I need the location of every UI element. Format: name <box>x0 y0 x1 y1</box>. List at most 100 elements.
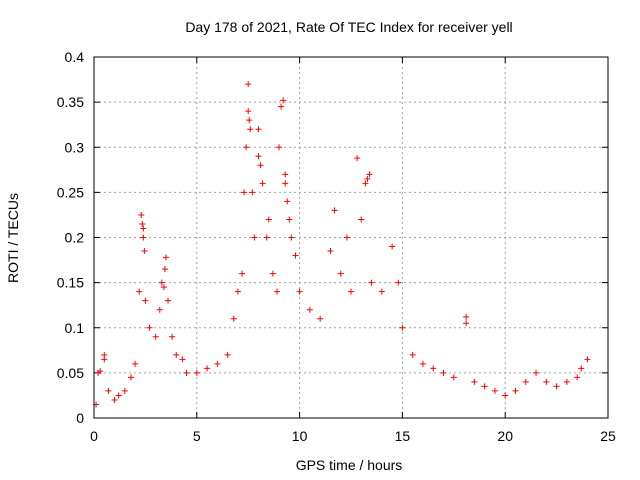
data-point <box>471 378 478 385</box>
y-tick-label: 0.4 <box>65 49 85 65</box>
chart-title: Day 178 of 2021, Rate Of TEC Index for r… <box>185 19 512 35</box>
data-point <box>158 279 165 286</box>
data-point <box>282 180 289 187</box>
data-point <box>259 180 266 187</box>
data-point <box>584 356 591 363</box>
data-point <box>115 392 122 399</box>
data-point <box>239 270 246 277</box>
data-point <box>578 365 585 372</box>
data-point <box>140 225 147 232</box>
data-point <box>278 103 285 110</box>
data-point <box>101 356 108 363</box>
y-tick-label: 0.25 <box>57 184 84 200</box>
data-point <box>146 324 153 331</box>
data-point <box>419 360 426 367</box>
data-point <box>522 378 529 385</box>
data-point <box>366 171 373 178</box>
data-point <box>296 288 303 295</box>
x-tick-label: 25 <box>600 428 616 444</box>
data-point <box>179 356 186 363</box>
data-point <box>430 365 437 372</box>
data-point <box>292 252 299 259</box>
x-tick-label: 10 <box>292 428 308 444</box>
data-point <box>160 284 167 291</box>
data-point <box>121 387 128 394</box>
data-point <box>362 180 369 187</box>
data-point <box>317 315 324 322</box>
data-point <box>249 189 256 196</box>
data-point <box>574 374 581 381</box>
data-point <box>138 211 145 218</box>
data-point <box>273 288 280 295</box>
data-point <box>139 220 146 227</box>
data-point <box>169 333 176 340</box>
data-point <box>463 313 470 320</box>
data-point <box>282 171 289 178</box>
y-tick-label: 0.15 <box>57 275 84 291</box>
data-point <box>257 162 264 169</box>
data-point <box>553 383 560 390</box>
data-point <box>263 234 270 241</box>
data-point <box>132 360 139 367</box>
data-point <box>152 333 159 340</box>
data-point <box>280 97 287 104</box>
data-point <box>140 234 147 241</box>
data-point <box>286 216 293 223</box>
data-point <box>111 396 118 403</box>
data-point <box>156 306 163 313</box>
data-point <box>247 126 254 133</box>
data-point <box>173 351 180 358</box>
data-point <box>161 266 168 273</box>
y-tick-label: 0.05 <box>57 365 84 381</box>
plot-frame <box>93 56 609 419</box>
data-point <box>409 351 416 358</box>
data-point <box>343 234 350 241</box>
data-point <box>269 270 276 277</box>
data-point <box>246 117 253 124</box>
data-point <box>230 315 237 322</box>
data-point <box>136 288 143 295</box>
y-tick-label: 0.35 <box>57 94 84 110</box>
data-point <box>276 144 283 151</box>
y-tick-label: 0 <box>76 410 84 426</box>
data-marks <box>93 81 591 408</box>
data-point <box>214 360 221 367</box>
data-point <box>204 365 211 372</box>
data-point <box>399 324 406 331</box>
data-point <box>97 368 104 375</box>
data-point <box>193 369 200 376</box>
data-point <box>288 234 295 241</box>
data-point <box>481 383 488 390</box>
data-point <box>512 387 519 394</box>
x-tick-label: 5 <box>193 428 201 444</box>
data-point <box>255 153 262 160</box>
data-point <box>234 288 241 295</box>
data-point <box>183 369 190 376</box>
data-point <box>389 243 396 250</box>
data-point <box>364 175 371 182</box>
data-point <box>327 248 334 255</box>
x-tick-label: 15 <box>395 428 411 444</box>
data-point <box>105 387 112 394</box>
data-point <box>543 378 550 385</box>
data-point <box>337 270 344 277</box>
data-point <box>245 81 252 88</box>
data-point <box>368 279 375 286</box>
data-point <box>563 378 570 385</box>
x-axis-label: GPS time / hours <box>296 457 403 473</box>
y-tick-label: 0.3 <box>65 139 85 155</box>
data-point <box>348 288 354 295</box>
x-tick-label: 0 <box>90 428 98 444</box>
y-axis-label: ROTI / TECUs <box>5 193 21 283</box>
data-point <box>251 234 258 241</box>
data-point <box>331 207 338 214</box>
data-point <box>224 351 231 358</box>
data-point <box>463 320 470 327</box>
data-point <box>450 374 457 381</box>
data-point <box>378 288 385 295</box>
data-point <box>245 108 252 115</box>
data-point <box>142 297 149 304</box>
data-point <box>128 374 135 381</box>
data-point <box>255 126 262 133</box>
